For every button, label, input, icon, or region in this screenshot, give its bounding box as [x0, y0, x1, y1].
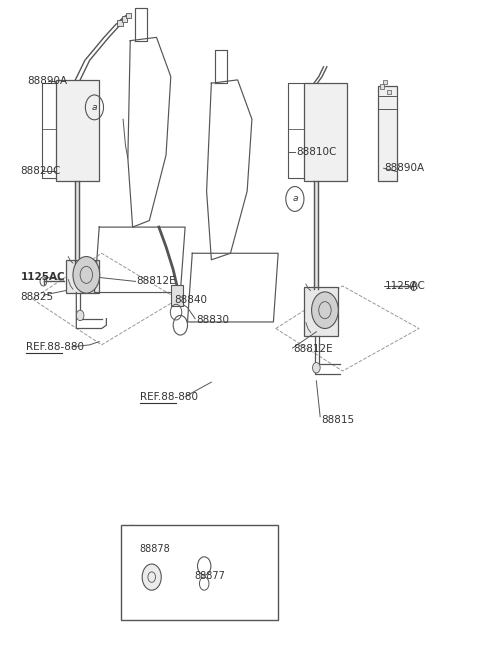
Text: 88878: 88878: [140, 544, 170, 554]
Bar: [120, 525, 278, 620]
Text: a: a: [130, 532, 135, 541]
Bar: [126, 12, 131, 18]
Bar: [378, 87, 396, 181]
Text: REF.88-880: REF.88-880: [140, 392, 198, 401]
Text: a: a: [292, 194, 298, 204]
Text: 88890A: 88890A: [384, 163, 425, 173]
Text: REF.88-880: REF.88-880: [26, 342, 84, 351]
Bar: [171, 284, 183, 306]
Bar: [122, 16, 127, 22]
Bar: [383, 80, 387, 85]
Text: 88820C: 88820C: [21, 166, 61, 177]
Bar: [380, 85, 384, 89]
Text: a: a: [92, 103, 97, 112]
Text: 1125AC: 1125AC: [384, 281, 425, 291]
Text: 1125AC: 1125AC: [21, 273, 65, 283]
Text: 88810C: 88810C: [296, 147, 336, 157]
Text: 88840: 88840: [175, 295, 208, 305]
Text: 88877: 88877: [195, 572, 226, 581]
Circle shape: [312, 292, 338, 328]
Text: 88812E: 88812E: [136, 277, 176, 286]
Text: 88825: 88825: [21, 292, 54, 302]
Text: 88830: 88830: [196, 315, 229, 325]
Circle shape: [73, 256, 100, 293]
Circle shape: [142, 564, 161, 590]
Bar: [56, 80, 99, 181]
Circle shape: [312, 363, 320, 373]
Text: 88812E: 88812E: [293, 344, 333, 354]
Text: 88815: 88815: [321, 415, 354, 425]
Circle shape: [76, 310, 84, 321]
Bar: [387, 90, 391, 95]
Text: 88890A: 88890A: [28, 76, 68, 86]
Bar: [304, 83, 348, 181]
Bar: [117, 20, 122, 26]
Bar: [304, 287, 338, 336]
Bar: [66, 260, 99, 292]
